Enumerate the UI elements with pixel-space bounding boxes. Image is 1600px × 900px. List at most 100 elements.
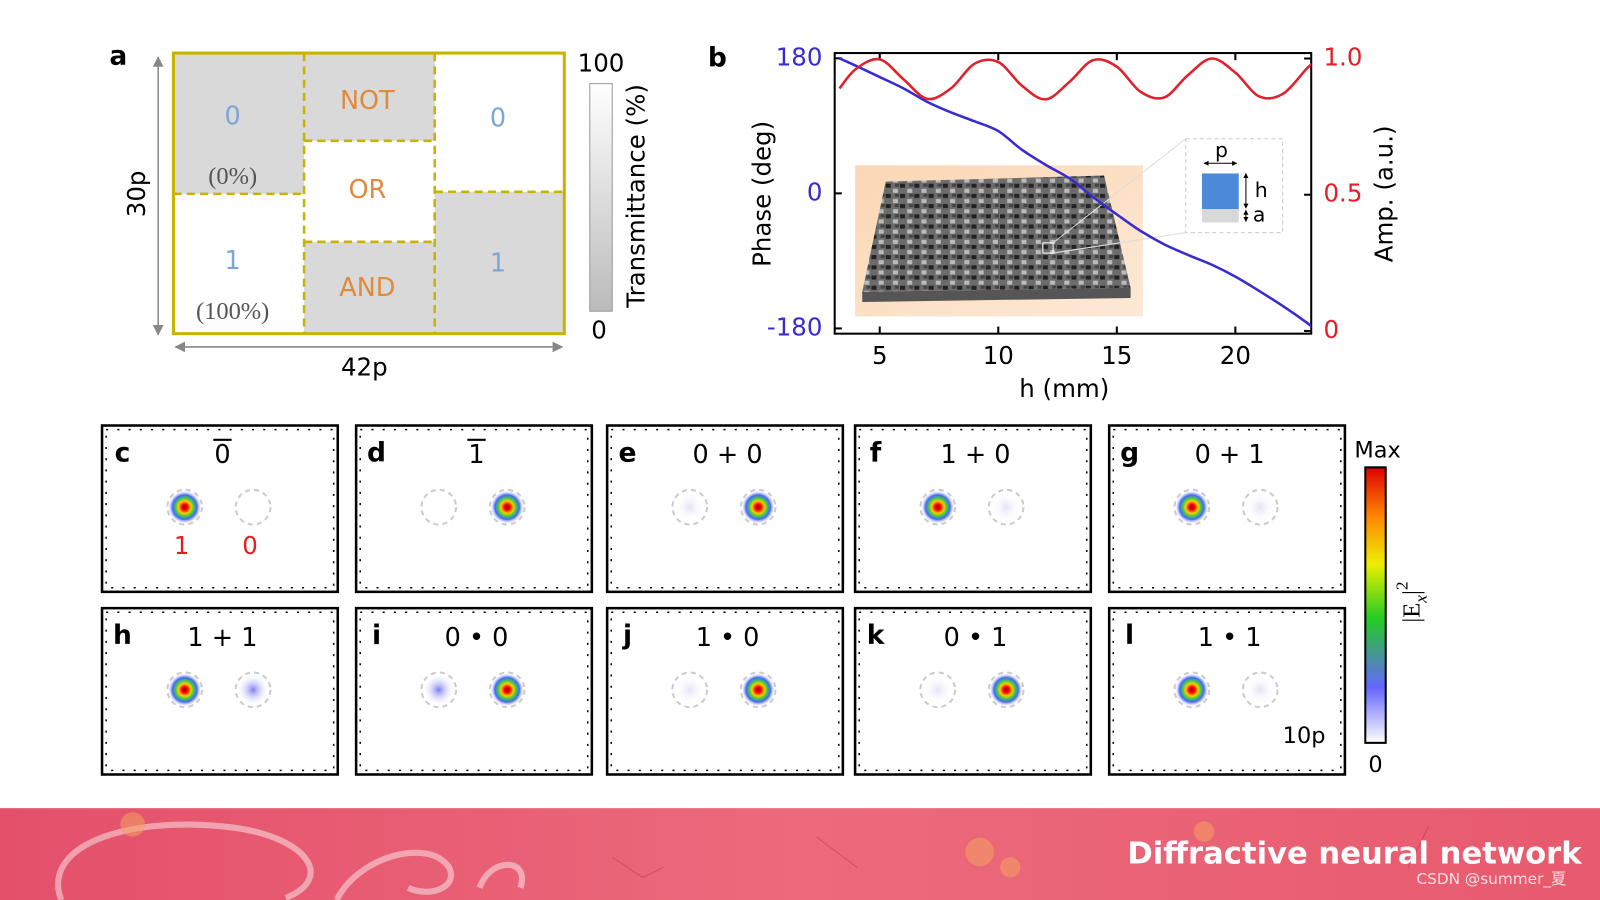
panel-title: 1 + 1 <box>187 623 257 653</box>
watermark: CSDN @summer_夏 <box>1416 870 1566 889</box>
field-spot <box>989 673 1023 707</box>
inset-label: p <box>1215 138 1228 162</box>
field-panel <box>354 424 594 594</box>
output-region <box>987 488 1025 526</box>
line-series <box>838 57 1312 101</box>
field-spot <box>423 674 455 706</box>
y2-tick-label: 1.0 <box>1323 43 1362 72</box>
field-panel <box>1107 424 1347 594</box>
field-spot <box>922 674 954 706</box>
field-spot <box>168 673 202 707</box>
panel-ticks <box>105 611 335 772</box>
field-spot <box>674 674 706 706</box>
panel-ticks <box>1112 428 1342 589</box>
output-region <box>1241 671 1279 709</box>
panel-frame <box>100 606 340 776</box>
panel-label: e <box>619 438 637 469</box>
inset-label: a <box>1253 202 1266 226</box>
field-spot <box>1175 673 1209 707</box>
panel-label: d <box>367 438 386 469</box>
field-panel <box>853 606 1093 776</box>
panel-label: i <box>372 620 381 651</box>
panel-frame <box>100 424 340 594</box>
colorbar-label-part: |E <box>1398 603 1425 623</box>
panel-label: a <box>109 41 127 72</box>
panel-label: g <box>1120 438 1139 469</box>
panel-title: 0 • 0 <box>445 623 509 653</box>
field-spot <box>1175 490 1209 524</box>
cell-text: (0%) <box>208 163 257 190</box>
output-region <box>488 671 526 709</box>
cell-text: 1 <box>490 248 506 278</box>
inset-photo <box>855 138 1284 317</box>
y2-tick-label: 0.5 <box>1323 179 1362 208</box>
cell-text: AND <box>339 273 395 303</box>
colorbar-max: Max <box>1354 438 1400 464</box>
field-spot <box>741 673 775 707</box>
output-region <box>1173 671 1211 709</box>
colorbar-label: |Ex|2 <box>1393 581 1431 622</box>
colorbar-label-part: | <box>1398 590 1425 595</box>
field-spot <box>1244 491 1276 523</box>
scale-bar-label: 10p <box>1283 723 1326 749</box>
y2-tick-label: 0 <box>1323 315 1339 344</box>
panel-label: l <box>1125 620 1134 651</box>
output-region <box>234 671 272 709</box>
panel-title: 1 • 1 <box>1198 623 1262 653</box>
cell-text: (100%) <box>196 298 269 325</box>
output-region <box>420 488 458 526</box>
panel-ticks <box>858 428 1088 589</box>
field-panel <box>1107 606 1347 776</box>
output-region <box>234 488 272 526</box>
panel-title: 0 • 1 <box>944 623 1008 653</box>
panel-label: j <box>622 620 632 651</box>
panel-frame <box>354 606 594 776</box>
x-tick-label: 15 <box>1101 341 1132 370</box>
output-region <box>671 488 709 526</box>
field-spot <box>237 674 269 706</box>
output-region <box>987 671 1025 709</box>
banner-title: Diffractive neural network <box>1127 837 1582 872</box>
panel-title: 0 + 0 <box>693 440 763 470</box>
panel-title: 1 • 0 <box>696 623 760 653</box>
output-region <box>919 488 957 526</box>
panel-label: c <box>115 438 131 469</box>
panel-ticks <box>610 428 840 589</box>
panel-ticks <box>858 611 1088 772</box>
y-tick-label: 0 <box>807 177 823 206</box>
panel-title: 0 <box>214 440 230 470</box>
panel-label: f <box>870 438 882 469</box>
y2-axis-label: Amp. (a.u.) <box>1370 125 1399 262</box>
panel-frame <box>354 424 594 594</box>
cell-text: 1 <box>225 246 241 276</box>
field-spot <box>490 490 524 524</box>
field-spot <box>741 490 775 524</box>
colorbar-label-part: 2 <box>1393 581 1412 590</box>
field-spot <box>168 490 202 524</box>
line-series <box>838 57 1312 328</box>
panel-frame <box>605 606 845 776</box>
output-region <box>919 671 957 709</box>
banner <box>0 808 1600 900</box>
field-panel <box>100 606 340 776</box>
field-panel <box>605 606 845 776</box>
x-tick-label: 10 <box>983 341 1014 370</box>
field-spot <box>674 491 706 523</box>
colorbar-label: Transmittance (%) <box>622 84 651 309</box>
colorbar <box>1364 466 1387 744</box>
field-spot <box>921 490 955 524</box>
panel-ticks <box>1112 611 1342 772</box>
cell-text: NOT <box>340 86 395 116</box>
dimension-label: 30p <box>122 171 151 218</box>
y-tick-label: -180 <box>767 312 823 341</box>
field-spot <box>990 491 1022 523</box>
panel-frame <box>1107 606 1347 776</box>
colorbar-label-part: x <box>1412 595 1431 604</box>
x-axis-label: h (mm) <box>1019 374 1109 403</box>
panel-label: b <box>708 43 727 74</box>
output-region <box>166 671 204 709</box>
output-region <box>488 488 526 526</box>
panel-label: k <box>867 620 886 651</box>
output-region <box>1241 488 1279 526</box>
cell-text: 0 <box>225 101 241 131</box>
